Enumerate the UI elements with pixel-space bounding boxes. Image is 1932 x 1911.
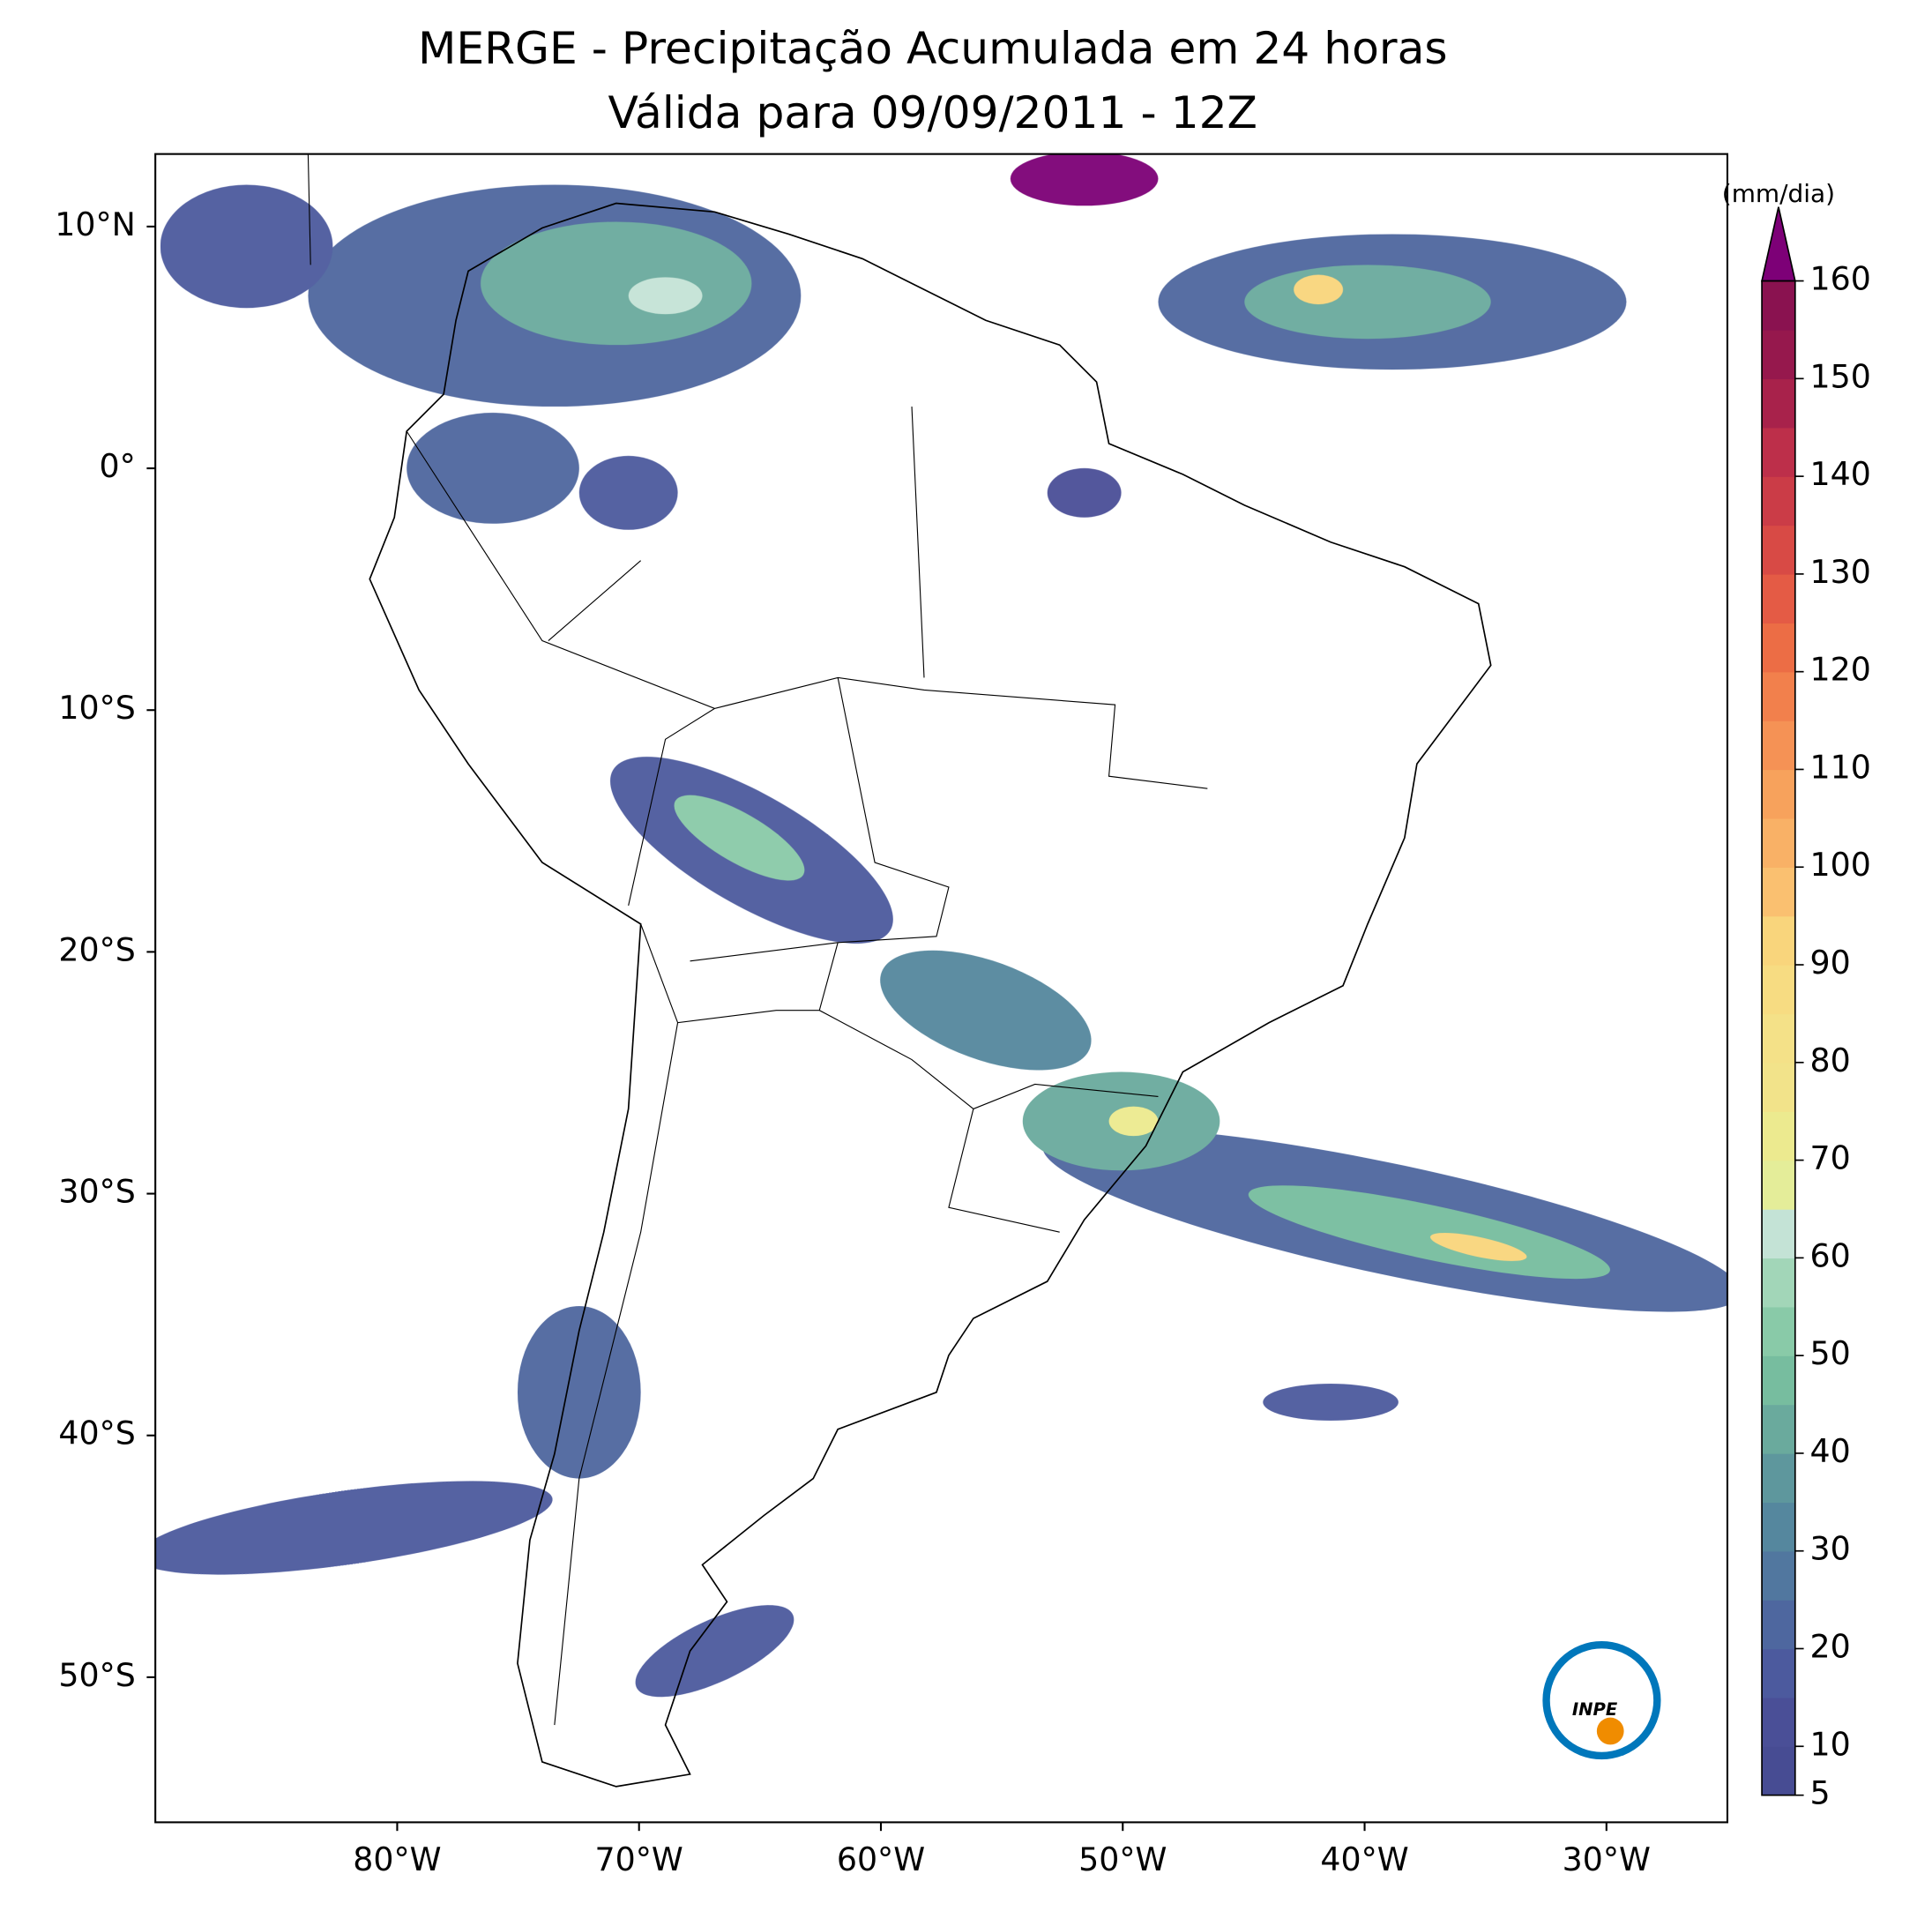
logo-ring	[1542, 1641, 1661, 1760]
coastline	[369, 202, 1492, 1788]
y-tick-label: 0°	[100, 447, 136, 485]
y-tick-label: 50°S	[58, 1656, 135, 1694]
logo: INPE	[1542, 1641, 1661, 1760]
colorbar-bin	[1762, 1600, 1795, 1650]
colorbar-bin	[1762, 378, 1795, 429]
colorbar-bin	[1762, 867, 1795, 917]
colorbar-bin	[1762, 1160, 1795, 1210]
colorbar-bin	[1762, 476, 1795, 526]
colorbar-bin	[1762, 1746, 1795, 1796]
logo-text: INPE	[1572, 1699, 1618, 1720]
logo-dot	[1596, 1717, 1624, 1745]
colorbar-frame	[1761, 280, 1796, 1796]
colorbar-tick-label: 5	[1810, 1774, 1831, 1812]
colorbar-bin	[1762, 1013, 1795, 1064]
colorbar-tick-label: 90	[1810, 944, 1851, 982]
colorbar-bin	[1762, 1208, 1795, 1259]
colorbar-bin	[1762, 1111, 1795, 1161]
colorbar-bin	[1762, 1062, 1795, 1112]
colorbar-tick-label: 80	[1810, 1041, 1851, 1079]
colorbar-tick-label: 40	[1810, 1432, 1851, 1470]
map-area	[155, 153, 1727, 1788]
colorbar-tick-label: 100	[1810, 846, 1871, 884]
x-tick-label: 80°W	[353, 1840, 441, 1878]
map-frame	[154, 153, 1728, 1824]
y-tick-label: 10°S	[58, 689, 135, 727]
colorbar-tick-label: 120	[1810, 651, 1871, 689]
colorbar-bin	[1762, 525, 1795, 575]
colorbar-bin	[1762, 427, 1795, 477]
colorbar-bin	[1762, 965, 1795, 1015]
colorbar-extend	[1761, 206, 1796, 282]
colorbar-bin	[1762, 769, 1795, 819]
colorbar-tick-label: 150	[1810, 357, 1871, 395]
x-tick-label: 30°W	[1563, 1840, 1651, 1878]
colorbar-bin	[1762, 671, 1795, 721]
y-tick-label: 40°S	[58, 1415, 135, 1452]
colorbar-tick-label: 50	[1810, 1334, 1851, 1372]
colorbar-tick-label: 140	[1810, 455, 1871, 493]
colorbar-tick-label: 20	[1810, 1627, 1851, 1665]
colorbar-bin	[1762, 1404, 1795, 1454]
precipitation	[155, 153, 1727, 1698]
chart-subtitle: Válida para 09/09/2011 - 12Z	[608, 86, 1257, 138]
y-tick-label: 10°N	[55, 205, 136, 243]
colorbar-tick-label: 160	[1810, 260, 1871, 298]
colorbar-tick-label: 130	[1810, 553, 1871, 591]
colorbar-bin	[1762, 1697, 1795, 1747]
colorbar-bin	[1762, 1452, 1795, 1504]
x-tick-label: 70°W	[595, 1840, 683, 1878]
chart-title: MERGE - Precipitação Acumulada em 24 hor…	[418, 22, 1448, 74]
x-tick-label: 50°W	[1078, 1840, 1167, 1878]
colorbar-bin	[1762, 573, 1795, 623]
colorbar-tick-label: 70	[1810, 1139, 1851, 1177]
colorbar-bin	[1762, 1550, 1795, 1601]
colorbar-bin	[1762, 1355, 1795, 1406]
y-tick-label: 30°S	[58, 1173, 135, 1211]
colorbar-bin	[1762, 623, 1795, 673]
colorbar-tick-label: 30	[1810, 1530, 1851, 1568]
colorbar-label: (mm/dia)	[1722, 179, 1835, 208]
colorbar-bin	[1762, 1306, 1795, 1356]
colorbar-tick-label: 10	[1810, 1725, 1851, 1763]
x-tick-label: 40°W	[1320, 1840, 1408, 1878]
colorbar-tick-label: 110	[1810, 748, 1871, 786]
x-tick-label: 60°W	[837, 1840, 925, 1878]
colorbar-bin	[1762, 1258, 1795, 1308]
colorbar-bin	[1762, 817, 1795, 868]
colorbar-bin	[1762, 280, 1795, 331]
colorbar-tick-label: 60	[1810, 1236, 1851, 1274]
colorbar-bin	[1762, 1648, 1795, 1698]
colorbar-bin	[1762, 329, 1795, 380]
borders	[307, 153, 1208, 1726]
colorbar-bin	[1762, 720, 1795, 771]
y-tick-label: 20°S	[58, 930, 135, 968]
colorbar-bin	[1762, 1502, 1795, 1552]
colorbar-bin	[1762, 915, 1795, 966]
